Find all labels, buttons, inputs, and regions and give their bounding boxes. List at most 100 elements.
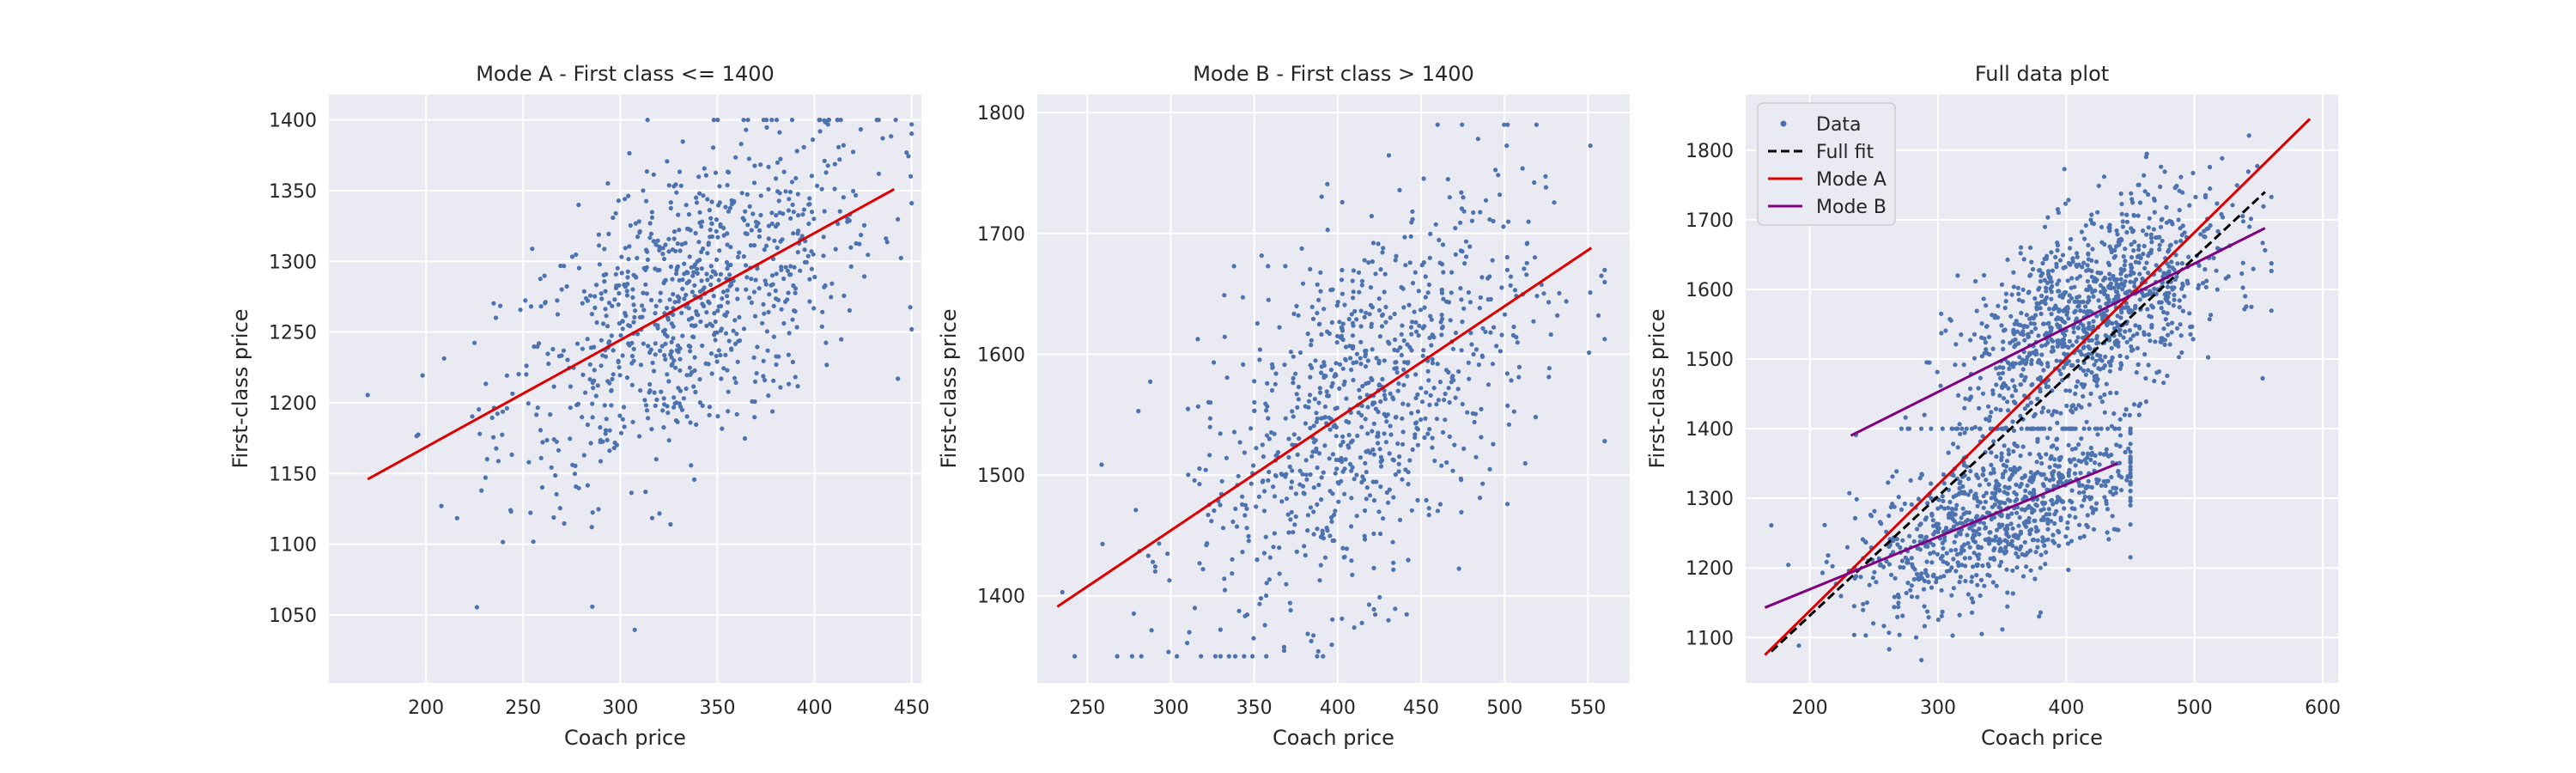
data-point [1333, 372, 1338, 377]
data-point [2033, 502, 2038, 508]
data-point [2060, 378, 2065, 383]
data-point [1321, 470, 1326, 475]
data-point [2062, 506, 2067, 511]
data-point [2010, 543, 2015, 549]
data-point [743, 209, 748, 214]
data-point [504, 373, 510, 378]
data-point [2038, 278, 2044, 284]
data-point [657, 244, 662, 249]
data-point [2045, 363, 2050, 369]
data-point [2024, 313, 2029, 318]
data-point [2203, 284, 2208, 289]
data-point [2124, 219, 2129, 224]
data-point [1909, 594, 1915, 600]
y-tick-label: 1100 [1686, 628, 1734, 649]
data-point [2035, 538, 2040, 543]
data-point [2028, 400, 2033, 405]
data-points [1060, 122, 1607, 659]
data-point [2022, 324, 2027, 329]
data-point [1897, 632, 1902, 637]
data-point [1887, 537, 1893, 542]
data-point [1962, 556, 1967, 561]
data-point [1340, 267, 1345, 273]
data-point [1332, 512, 1337, 518]
data-point [2122, 267, 2127, 272]
data-point [2044, 452, 2049, 457]
data-point [661, 256, 667, 262]
data-point [2190, 324, 2195, 329]
data-point [1946, 505, 1951, 511]
data-point [2083, 372, 2088, 377]
data-point [1388, 423, 1393, 429]
data-point [716, 304, 721, 309]
data-point [2039, 410, 2044, 415]
data-point [2086, 344, 2091, 350]
data-point [2164, 220, 2169, 225]
data-point [674, 348, 679, 353]
data-point [1370, 259, 1375, 265]
data-point [1258, 596, 1264, 601]
data-point [1479, 435, 1484, 440]
data-point [1283, 264, 1288, 269]
data-point [1413, 395, 1419, 401]
data-point [2107, 335, 2112, 340]
data-point [495, 459, 501, 464]
data-point [649, 297, 654, 302]
data-point [801, 144, 806, 149]
y-tick-label: 1300 [269, 252, 317, 273]
data-point [861, 222, 867, 228]
data-point [2087, 402, 2092, 407]
y-tick-label: 1150 [269, 464, 317, 485]
x-tick-label: 200 [408, 697, 444, 719]
data-point [1273, 472, 1279, 478]
data-point [653, 341, 658, 346]
data-point [1426, 513, 1431, 518]
data-point [1396, 461, 1401, 466]
data-point [2128, 488, 2133, 494]
data-point [1436, 398, 1441, 403]
data-point [2081, 260, 2087, 265]
data-point [548, 412, 553, 417]
data-point [2002, 383, 2008, 388]
data-point [2011, 284, 2016, 289]
data-point [2137, 297, 2142, 302]
data-point [2108, 390, 2113, 395]
data-point [1391, 567, 1396, 572]
data-point [1257, 601, 1262, 606]
data-point [2098, 356, 2103, 362]
data-point [599, 296, 605, 301]
data-point [893, 118, 898, 123]
data-point [2035, 470, 2040, 475]
data-point [1339, 478, 1344, 484]
data-point [613, 271, 618, 277]
data-point [1422, 324, 1427, 329]
data-point [1975, 553, 1980, 558]
data-point [819, 324, 824, 329]
data-point [617, 413, 623, 418]
data-point [1975, 503, 1980, 508]
data-point [532, 344, 537, 350]
data-point [1261, 454, 1266, 460]
data-point [1236, 608, 1242, 614]
data-point [1265, 404, 1270, 409]
data-point [2072, 284, 2077, 289]
data-point [811, 137, 816, 143]
data-point [1541, 291, 1546, 296]
data-point [1325, 329, 1330, 334]
data-point [1465, 410, 1470, 415]
data-point [1429, 317, 1434, 322]
data-point [1427, 255, 1432, 260]
data-point [1395, 441, 1400, 447]
data-point [2005, 399, 2010, 405]
data-point [671, 395, 677, 400]
data-point [641, 290, 646, 295]
data-point [795, 384, 800, 389]
data-point [1431, 335, 1437, 340]
data-point [1394, 253, 1399, 259]
data-point [589, 525, 594, 530]
data-point [1315, 465, 1320, 471]
y-tick-label: 1800 [1686, 141, 1734, 162]
data-point [1368, 285, 1373, 290]
data-point [1981, 494, 1986, 499]
data-point [720, 426, 725, 431]
